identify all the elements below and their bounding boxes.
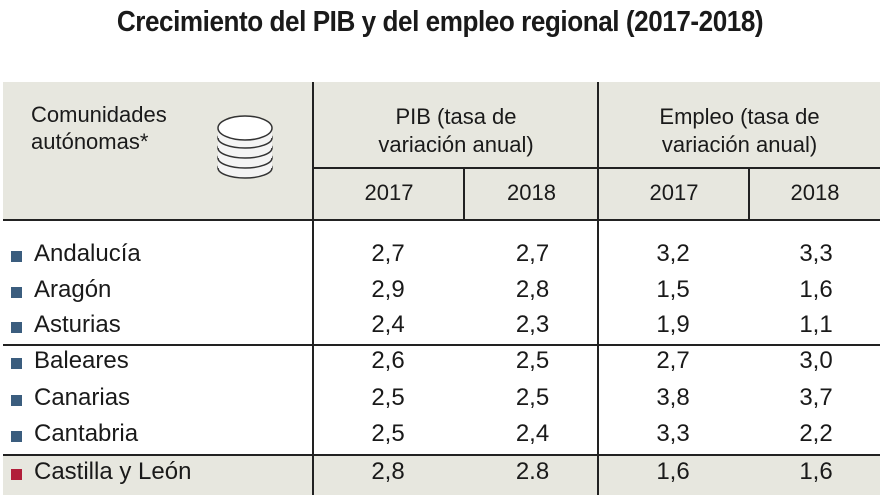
group-divider <box>3 454 880 456</box>
region-name: Cantabria <box>34 420 139 447</box>
cell-value: 1,5 <box>656 276 690 303</box>
region-name: Castilla y León <box>34 458 192 485</box>
region-name: Baleares <box>34 347 129 374</box>
year-header: 2018 <box>790 180 840 205</box>
cell-value: 2,6 <box>371 347 405 374</box>
region-marker-icon <box>11 469 22 480</box>
coins-icon <box>217 115 273 179</box>
cell-value: 1,6 <box>799 458 833 485</box>
region-name: Asturias <box>34 311 121 338</box>
table-header <box>3 82 880 221</box>
region-marker-icon <box>11 431 22 442</box>
cell-value: 2,3 <box>515 311 550 338</box>
year-header: 2017 <box>364 180 414 205</box>
table-row: Aragón 2,9 2,8 1,5 1,6 <box>3 274 880 310</box>
cell-value: 1,6 <box>799 276 833 303</box>
region-marker-icon <box>11 251 22 262</box>
cell-value: 2,4 <box>515 420 550 447</box>
group-divider <box>3 344 880 346</box>
cell-value: 3,0 <box>799 347 833 374</box>
year-header: 2018 <box>507 180 556 205</box>
table-row: Andalucía 2,7 2,7 3,2 3,3 <box>3 238 880 274</box>
cell-value: 2,9 <box>371 276 405 303</box>
table-row: Castilla y León 2,8 2.8 1,6 1,6 <box>3 456 880 495</box>
region-name: Canarias <box>34 384 131 411</box>
cell-value: 2,8 <box>371 458 405 485</box>
cell-value: 2,8 <box>515 276 550 303</box>
table-row: Asturias 2,4 2,3 1,9 1,1 <box>3 309 880 345</box>
divider <box>313 167 880 169</box>
year-header: 2017 <box>649 180 699 205</box>
cell-value: 2,7 <box>371 240 405 267</box>
cell-value: 2,5 <box>515 384 550 411</box>
table-row: Canarias 2,5 2,5 3,8 3,7 <box>3 382 880 418</box>
divider <box>312 82 314 495</box>
divider <box>597 82 599 495</box>
region-header-line2: autónomas* <box>31 129 149 154</box>
pib-header-line2: variación anual) <box>378 132 534 157</box>
table-row: Cantabria 2,5 2,4 3,3 2,2 <box>3 418 880 454</box>
cell-value: 1,6 <box>656 458 690 485</box>
pib-header-line1: PIB (tasa de <box>395 104 517 129</box>
divider <box>463 168 465 219</box>
cell-value: 1,9 <box>656 311 690 338</box>
cell-value: 1,1 <box>799 311 833 338</box>
cell-value: 3,3 <box>656 420 690 447</box>
region-marker-icon <box>11 358 22 369</box>
region-name: Andalucía <box>34 240 141 267</box>
divider <box>748 168 750 219</box>
empleo-header-line2: variación anual) <box>661 132 818 157</box>
chart-title: Crecimiento del PIB y del empleo regiona… <box>116 6 764 38</box>
cell-value: 2,4 <box>371 311 405 338</box>
region-name: Aragón <box>34 276 112 303</box>
region-header-line1: Comunidades <box>31 102 167 127</box>
cell-value: 2,2 <box>799 420 833 447</box>
cell-value: 2,5 <box>371 384 405 411</box>
cell-value: 2,7 <box>656 347 690 374</box>
table-row: Baleares 2,6 2,5 2,7 3,0 <box>3 345 880 381</box>
region-marker-icon <box>11 322 22 333</box>
cell-value: 3,2 <box>656 240 690 267</box>
region-marker-icon <box>11 395 22 406</box>
cell-value: 3,7 <box>799 384 833 411</box>
cell-value: 2.8 <box>515 458 550 485</box>
cell-value: 3,8 <box>656 384 690 411</box>
cell-value: 2,5 <box>515 347 550 374</box>
empleo-header-line1: Empleo (tasa de <box>659 104 820 129</box>
region-marker-icon <box>11 287 22 298</box>
cell-value: 2,5 <box>371 420 405 447</box>
cell-value: 3,3 <box>799 240 833 267</box>
cell-value: 2,7 <box>515 240 550 267</box>
